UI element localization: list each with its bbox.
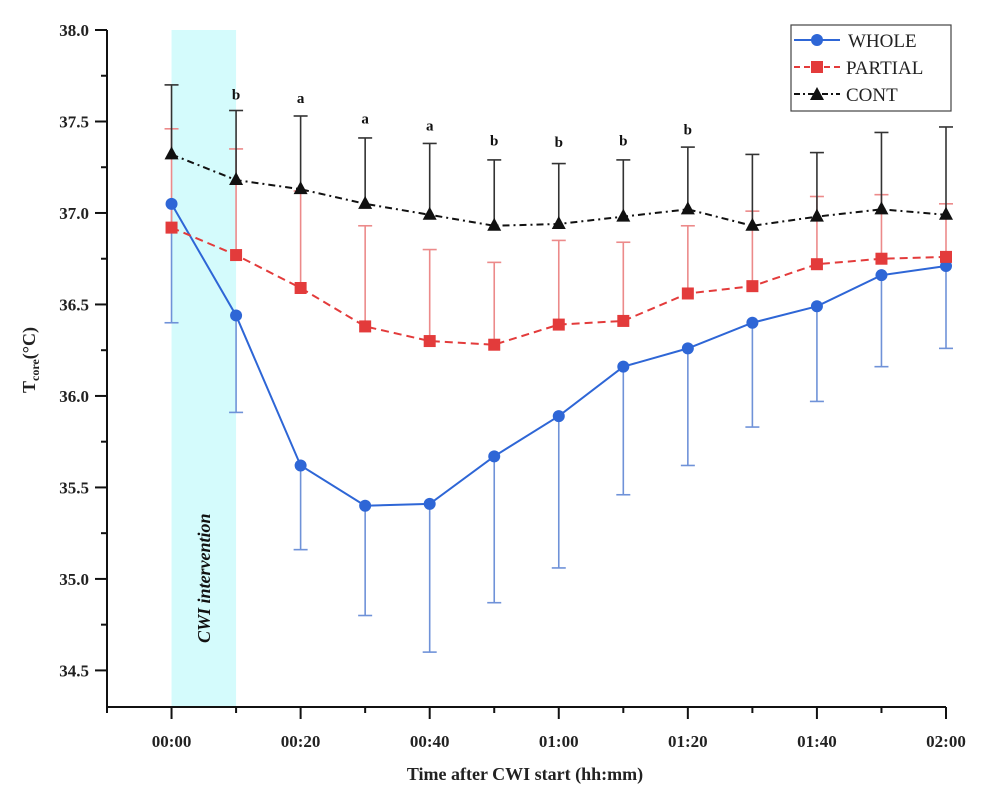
cwi-intervention-label: CWI intervention [194,513,214,643]
y-tick-label: 36.0 [59,387,89,406]
error-bars-layer [164,84,953,653]
data-point-cont [229,172,244,186]
x-tick-label: 01:20 [668,732,708,751]
data-point-whole [681,342,694,355]
x-tick-label: 01:40 [797,732,837,751]
data-point-partial [617,314,630,327]
cwi-intervention-band [171,30,237,707]
y-tick-label: 37.5 [59,112,89,131]
y-axis-title-unit: (°C) [19,327,40,359]
data-point-partial [165,221,178,234]
significance-label: b [684,122,692,138]
legend-label-whole: WHOLE [848,31,917,52]
y-tick-label: 37.0 [59,204,89,223]
data-point-whole [230,309,243,322]
x-tick-label: 00:00 [152,732,192,751]
data-point-whole [488,450,501,463]
data-point-cont [745,217,760,231]
legend-item-cont: CONT [794,85,898,106]
axes-layer: 34.5 35.0 35.5 36.0 36.5 37.0 37.5 38.0 00:00 00:… [59,21,966,751]
y-axis-title: Tcore(°C) [19,327,42,393]
significance-label: a [361,111,369,127]
data-point-cont [616,208,631,222]
data-point-cont [358,195,373,209]
significance-label: b [490,133,498,149]
data-point-partial [359,320,372,333]
y-tick-label: 35.5 [59,478,89,497]
data-point-partial [940,250,952,263]
data-point-cont [164,146,179,160]
x-tick-label: 01:00 [539,732,579,751]
y-axis-title-subscript: core [28,359,42,381]
significance-label: b [232,88,240,104]
legend-marker-square-icon [811,61,823,73]
data-point-partial [552,318,565,331]
annotations-layer: b a a a b b b b [232,88,692,152]
x-tick-label: 00:20 [281,732,321,751]
data-point-whole [810,300,823,313]
legend-marker-triangle-icon [810,87,824,100]
legend: WHOLE PARTIAL CONT [790,24,952,112]
shaded-region-layer: CWI intervention [171,30,237,707]
data-point-partial [681,287,694,300]
markers-layer [164,146,953,512]
legend-item-partial: PARTIAL [794,58,923,79]
data-point-cont [487,217,502,231]
data-point-partial [746,280,759,293]
data-point-whole [552,410,565,423]
legend-marker-circle-icon [811,34,823,46]
data-point-whole [423,497,436,510]
data-point-cont [939,206,953,220]
y-axis-title-main: T [19,381,39,393]
legend-label-partial: PARTIAL [846,58,923,79]
y-tick-label: 38.0 [59,21,89,40]
data-point-cont [874,201,889,215]
data-point-whole [165,197,178,210]
data-point-partial [488,338,501,351]
significance-label: a [297,91,305,107]
significance-label: a [426,119,434,135]
data-point-partial [294,281,307,294]
data-point-whole [359,499,372,512]
data-point-cont [422,206,437,220]
data-point-partial [875,252,888,265]
x-tick-label: 02:00 [926,732,966,751]
data-point-cont [551,215,566,229]
data-point-whole [294,459,307,472]
x-axis-title: Time after CWI start (hh:mm) [407,764,643,785]
data-point-cont [809,208,824,222]
y-tick-label: 34.5 [59,661,89,680]
data-point-partial [810,258,823,271]
y-tick-label: 35.0 [59,570,89,589]
y-tick-label: 36.5 [59,295,89,314]
legend-label-cont: CONT [846,85,898,106]
data-point-whole [875,269,888,282]
x-tick-label: 00:40 [410,732,450,751]
data-point-cont [680,201,695,215]
significance-label: b [555,135,563,151]
significance-label: b [619,133,627,149]
data-point-cont [293,181,308,195]
data-point-whole [940,260,952,273]
data-point-partial [423,335,436,348]
data-point-whole [746,316,759,329]
legend-item-whole: WHOLE [794,31,917,52]
data-point-partial [230,249,243,262]
data-point-whole [617,360,630,373]
